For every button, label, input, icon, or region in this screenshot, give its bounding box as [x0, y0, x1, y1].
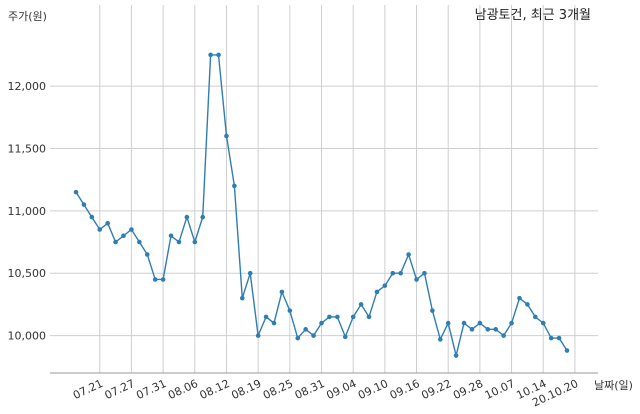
x-tick-label: 09.22 — [419, 377, 453, 402]
data-point — [382, 283, 388, 288]
data-point — [200, 214, 206, 220]
x-axis-title: 날짜(일) — [594, 378, 633, 392]
data-point — [73, 189, 79, 195]
x-tick-label: 09.28 — [451, 377, 485, 402]
y-tick-label: 10,500 — [8, 267, 47, 280]
x-tick-label: 07.21 — [71, 377, 105, 402]
x-tick-label: 09.10 — [356, 377, 390, 402]
x-tick-label: 08.19 — [229, 377, 263, 402]
data-point — [279, 289, 285, 295]
x-tick-label: 07.27 — [103, 377, 137, 402]
data-point — [525, 302, 530, 307]
data-point — [263, 314, 269, 320]
data-point — [509, 320, 514, 326]
data-point — [216, 52, 221, 58]
data-point — [137, 239, 142, 245]
data-point — [247, 270, 253, 276]
data-point — [295, 335, 301, 341]
data-point — [453, 353, 459, 358]
data-point — [548, 335, 554, 341]
data-point — [350, 314, 356, 320]
data-point — [461, 320, 467, 326]
y-tick-label: 12,000 — [8, 80, 47, 93]
y-tick-label: 10,000 — [8, 330, 47, 343]
data-point — [176, 239, 182, 245]
data-point — [327, 314, 332, 320]
data-point — [374, 289, 380, 295]
x-tick-label: 10.07 — [483, 377, 517, 402]
data-point — [311, 333, 316, 338]
data-point — [390, 270, 396, 276]
data-point — [129, 227, 134, 232]
data-point — [398, 270, 403, 276]
chart-title: 남광토건, 최근 3개월 — [475, 8, 591, 23]
data-point — [319, 320, 324, 326]
y-axis-title: 주가(원) — [8, 10, 47, 23]
grid-lines — [50, 5, 598, 373]
data-point — [430, 308, 435, 313]
data-point — [437, 337, 443, 342]
data-point — [168, 233, 174, 239]
data-point — [556, 335, 562, 341]
x-tick-label: 08.12 — [198, 377, 232, 402]
x-tick-label: 08.31 — [293, 377, 327, 402]
y-tick-label: 11,500 — [8, 142, 47, 155]
data-point — [121, 233, 126, 239]
data-point — [184, 214, 190, 220]
data-point — [97, 227, 103, 232]
data-point — [232, 183, 237, 189]
x-tick-label: 09.16 — [388, 377, 422, 402]
data-point — [564, 348, 570, 353]
data-point — [160, 277, 166, 282]
data-point — [105, 221, 110, 226]
x-tick-label: 08.06 — [166, 377, 200, 402]
data-point — [89, 214, 95, 220]
data-point — [271, 320, 277, 326]
data-point — [469, 327, 475, 332]
data-point — [144, 252, 150, 257]
data-point — [255, 333, 261, 338]
data-point — [335, 314, 340, 320]
data-point — [501, 333, 506, 338]
data-point — [192, 239, 198, 245]
data-point — [414, 277, 419, 282]
data-point — [81, 202, 87, 207]
x-tick-label: 08.25 — [261, 377, 295, 402]
data-point — [208, 52, 213, 58]
data-point — [152, 277, 158, 282]
data-point — [540, 320, 546, 326]
data-point — [485, 327, 491, 332]
series-layer — [73, 52, 570, 358]
x-tick-label: 07.31 — [134, 377, 168, 402]
data-point — [422, 270, 427, 276]
data-point — [445, 320, 451, 326]
data-point — [287, 308, 293, 313]
y-axis: 10,000 10,500 11,000 11,500 12,000 — [8, 80, 47, 342]
data-point — [366, 314, 372, 320]
data-point — [240, 295, 245, 301]
data-point — [477, 320, 483, 326]
data-point — [303, 327, 308, 332]
data-point — [342, 334, 348, 340]
data-point — [533, 314, 538, 320]
data-point — [358, 302, 364, 307]
data-point — [224, 133, 229, 139]
data-point — [493, 327, 499, 332]
x-tick-label: 09.04 — [324, 377, 358, 402]
y-tick-label: 11,000 — [8, 205, 47, 218]
x-axis: 07.2107.2707.3108.0608.1208.1908.2508.31… — [71, 377, 580, 409]
data-point — [406, 252, 411, 257]
data-point — [517, 295, 522, 301]
data-point — [113, 239, 118, 245]
